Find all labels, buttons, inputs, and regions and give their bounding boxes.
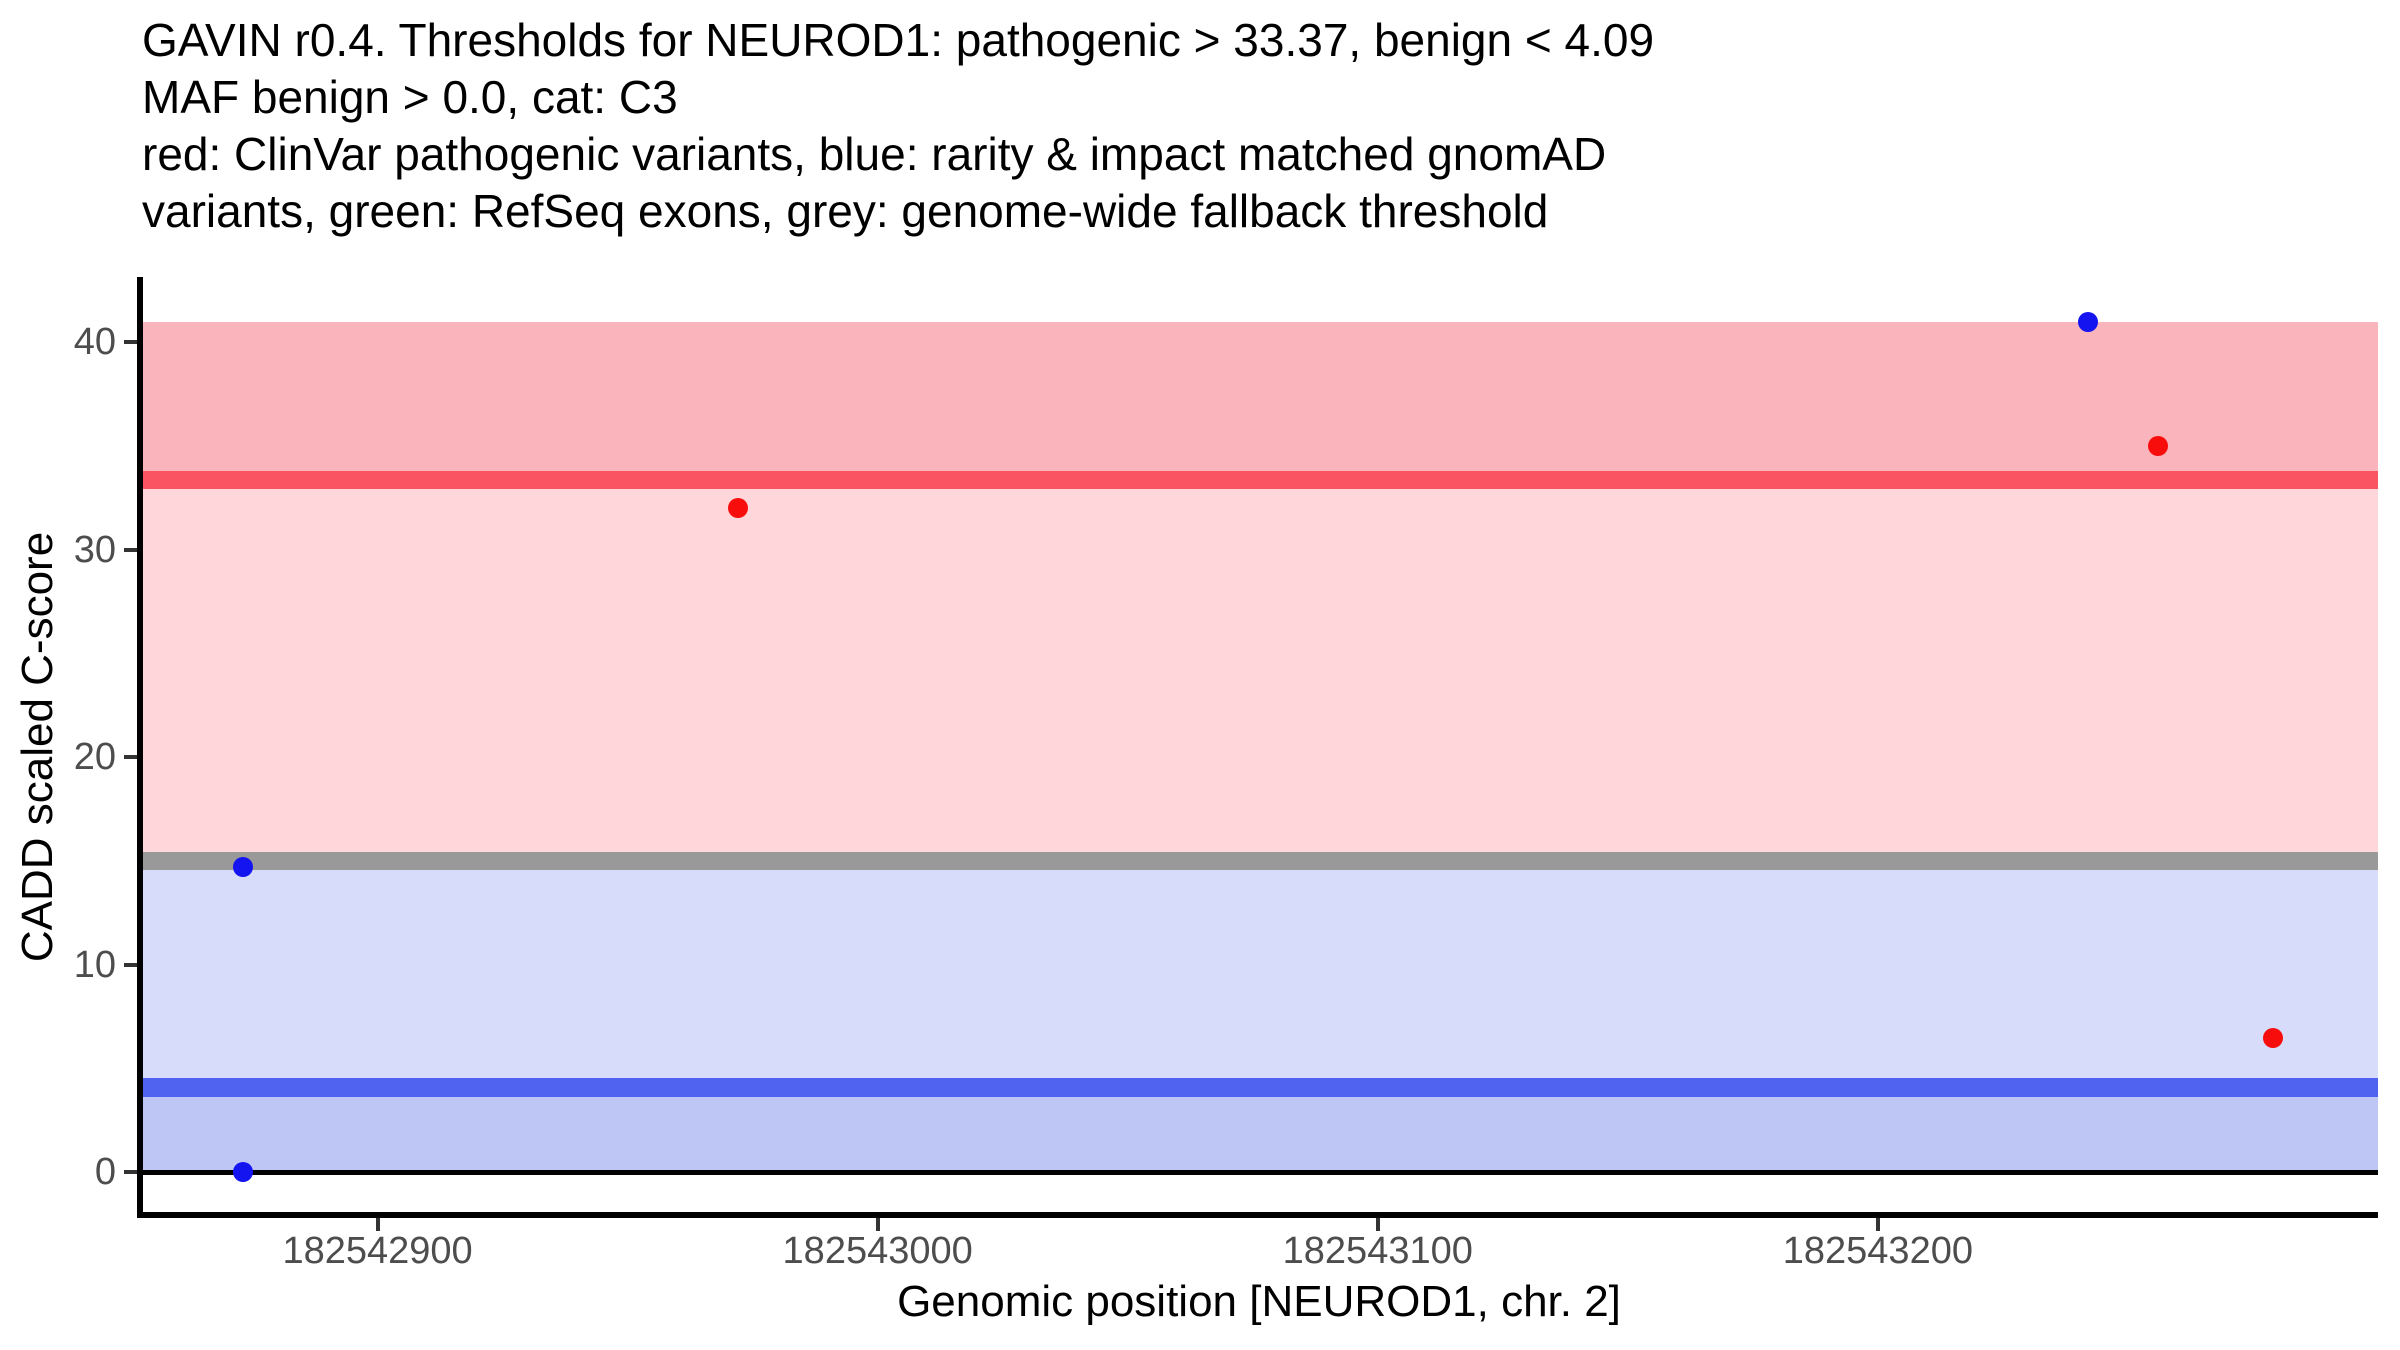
- plot-title: GAVIN r0.4. Thresholds for NEUROD1: path…: [142, 12, 1654, 240]
- plot-panel: [140, 279, 2378, 1215]
- y-axis-title: CADD scaled C-score: [13, 531, 62, 963]
- pathogenic-threshold-line: [140, 470, 2378, 489]
- data-point: [2147, 436, 2168, 457]
- plot-title-line-4: variants, green: RefSeq exons, grey: gen…: [142, 185, 1549, 237]
- benign-threshold-line: [140, 1078, 2378, 1098]
- plot-title-line-2: MAF benign > 0.0, cat: C3: [142, 71, 678, 123]
- data-point: [232, 1162, 253, 1183]
- y-tick-label: 10: [73, 943, 116, 986]
- y-tick-label: 20: [73, 736, 116, 779]
- band-uncertain-lower-zone: [140, 861, 2378, 1088]
- x-tick-mark: [1875, 1217, 1880, 1231]
- x-axis-title: Genomic position [NEUROD1, chr. 2]: [897, 1277, 1621, 1326]
- y-tick-mark: [124, 547, 140, 552]
- x-tick-mark: [375, 1217, 380, 1231]
- band-benign-zone: [140, 1087, 2378, 1173]
- x-tick-label: 182542900: [282, 1230, 473, 1272]
- y-axis-line: [137, 277, 143, 1218]
- genome-wide-fallback-line: [140, 852, 2378, 871]
- y-tick-mark: [124, 755, 140, 760]
- y-tick-label: 40: [73, 321, 116, 364]
- y-tick-label: 0: [94, 1151, 116, 1194]
- plot-title-line-3: red: ClinVar pathogenic variants, blue: …: [142, 128, 1607, 180]
- data-point: [232, 857, 253, 878]
- y-tick-mark: [124, 962, 140, 967]
- data-point: [2262, 1027, 2283, 1048]
- x-tick-label: 182543000: [782, 1230, 973, 1272]
- data-point: [2077, 311, 2098, 332]
- y-tick-mark: [124, 1170, 140, 1175]
- x-tick-mark: [1375, 1217, 1380, 1231]
- x-tick-label: 182543100: [1282, 1230, 1473, 1272]
- band-pathogenic-zone: [140, 321, 2378, 480]
- y-tick-mark: [124, 340, 140, 345]
- y-tick-label: 30: [73, 528, 116, 571]
- plot-title-line-1: GAVIN r0.4. Thresholds for NEUROD1: path…: [142, 14, 1655, 66]
- x-tick-mark: [875, 1217, 880, 1231]
- zero-line: [140, 1169, 2378, 1175]
- band-uncertain-upper-zone: [140, 479, 2378, 862]
- x-tick-label: 182543200: [1782, 1230, 1973, 1272]
- x-axis-line: [137, 1212, 2378, 1218]
- data-point: [727, 498, 748, 519]
